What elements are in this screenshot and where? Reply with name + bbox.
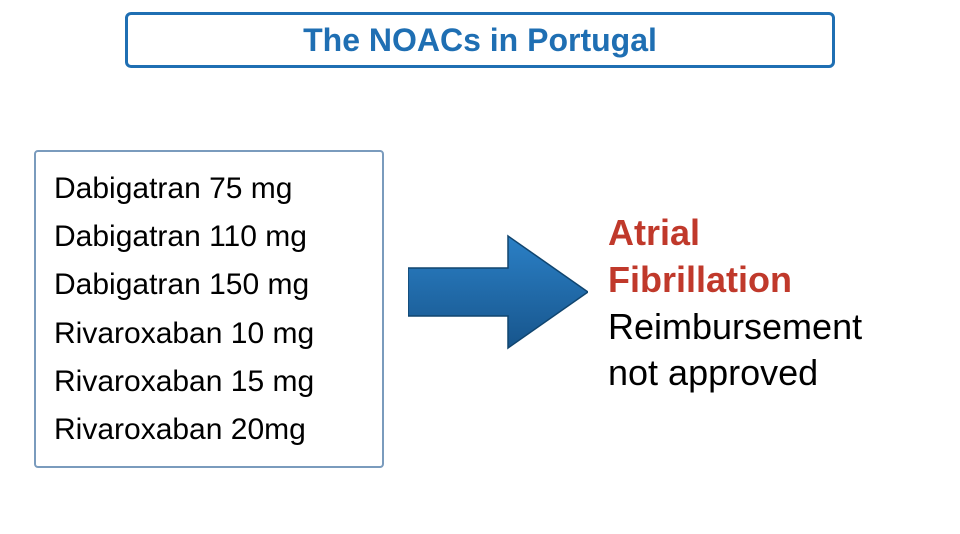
result-line: Atrial <box>608 210 948 257</box>
title-box: The NOACs in Portugal <box>125 12 835 68</box>
title-text: The NOACs in Portugal <box>303 22 657 59</box>
result-line: not approved <box>608 350 948 397</box>
drug-list-box: Dabigatran 75 mg Dabigatran 110 mg Dabig… <box>34 150 384 468</box>
result-line: Fibrillation <box>608 257 948 304</box>
result-text: Atrial Fibrillation Reimbursement not ap… <box>608 210 948 397</box>
drug-item: Rivaroxaban 10 mg <box>54 314 364 353</box>
result-line: Reimbursement <box>608 304 948 351</box>
slide: The NOACs in Portugal Dabigatran 75 mg D… <box>0 0 960 534</box>
arrow-icon <box>408 232 588 352</box>
drug-item: Rivaroxaban 20mg <box>54 410 364 449</box>
drug-item: Dabigatran 75 mg <box>54 169 364 208</box>
drug-item: Rivaroxaban 15 mg <box>54 362 364 401</box>
drug-item: Dabigatran 110 mg <box>54 217 364 256</box>
drug-item: Dabigatran 150 mg <box>54 265 364 304</box>
